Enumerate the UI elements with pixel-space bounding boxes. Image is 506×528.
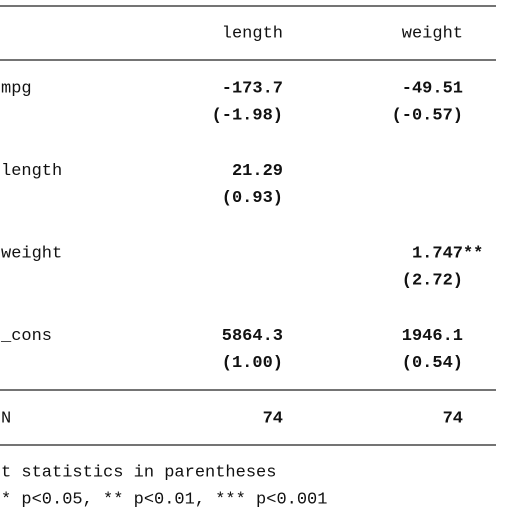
- row-label: length: [1, 162, 62, 181]
- t-statistic: (0.93): [222, 189, 283, 208]
- t-statistic: (0.54): [402, 354, 463, 373]
- row-label: weight: [1, 244, 62, 263]
- note: * p<0.05, ** p<0.01, *** p<0.001: [1, 490, 327, 509]
- column-header: length: [222, 24, 283, 43]
- t-statistic: (2.72): [402, 271, 463, 290]
- coefficient: 5864.3: [222, 327, 283, 346]
- observations: 74: [443, 409, 463, 428]
- t-statistic: (-0.57): [392, 106, 463, 125]
- column-header: weight: [402, 24, 463, 43]
- note: t statistics in parentheses: [1, 463, 276, 482]
- coefficient: -49.51: [402, 79, 463, 98]
- row-label: N: [1, 409, 11, 428]
- coefficient: 1946.1: [402, 327, 463, 346]
- row-label: mpg: [1, 79, 32, 98]
- observations: 74: [263, 409, 283, 428]
- t-statistic: (-1.98): [212, 106, 283, 125]
- row-label: _cons: [0, 327, 52, 346]
- coefficient: 21.29: [232, 162, 283, 181]
- coefficient: 1.747**: [412, 244, 483, 263]
- coefficient: -173.7: [222, 79, 283, 98]
- t-statistic: (1.00): [222, 354, 283, 373]
